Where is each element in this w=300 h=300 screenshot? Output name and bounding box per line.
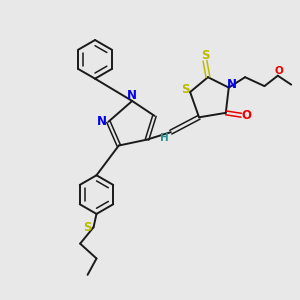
Text: S: S <box>201 49 209 62</box>
Text: O: O <box>241 109 251 122</box>
Text: O: O <box>274 66 283 76</box>
Text: S: S <box>83 221 92 234</box>
Text: N: N <box>97 115 107 128</box>
Text: N: N <box>127 89 136 102</box>
Text: H: H <box>160 133 169 143</box>
Text: S: S <box>181 83 189 97</box>
Text: N: N <box>227 77 237 91</box>
